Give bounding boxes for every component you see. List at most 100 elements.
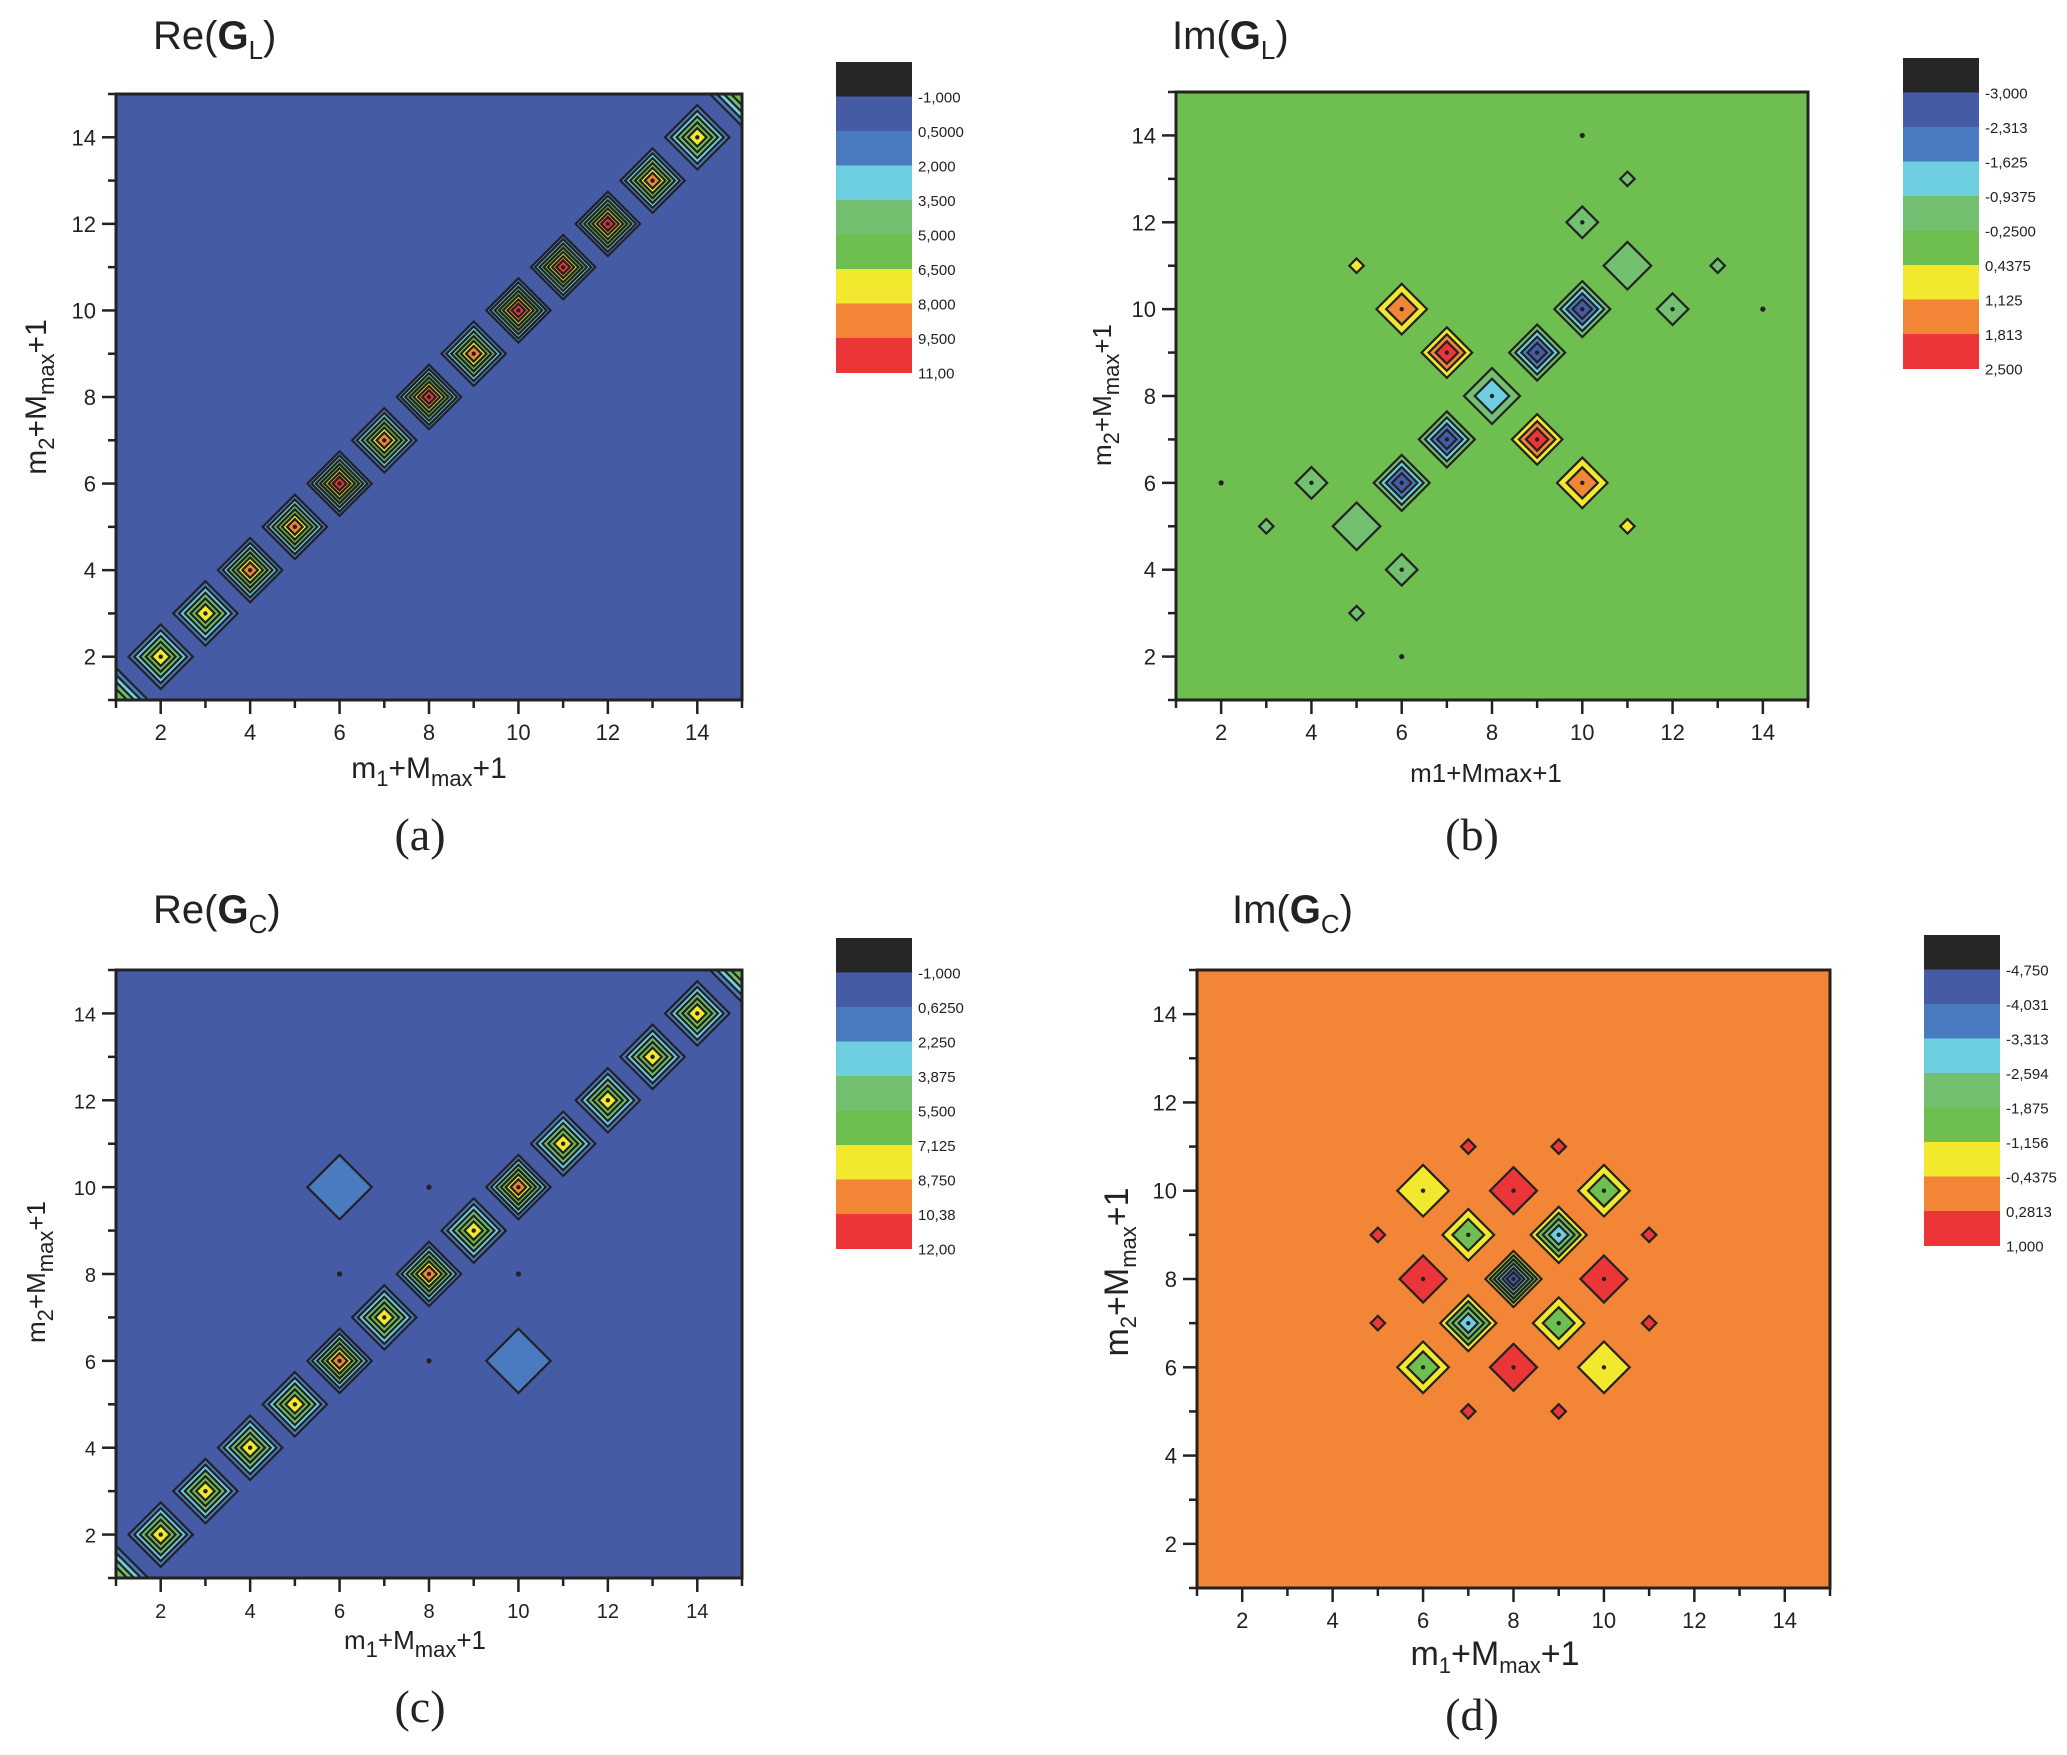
contour-feature [1531, 1295, 1587, 1351]
y-tick-label: 6 [85, 1352, 96, 1374]
contour-center-point [292, 524, 298, 530]
contour-layer [1369, 1137, 1658, 1421]
x-tick-label: 12 [1660, 720, 1684, 745]
contour-center-point [1489, 393, 1495, 399]
colorbar-label: 5,500 [918, 1104, 956, 1121]
contour-ring [1347, 604, 1366, 622]
x-tick-label: 14 [1751, 720, 1775, 745]
contour-feature [618, 1023, 687, 1091]
contour-center-point [1399, 567, 1404, 572]
colorbar-label: 2,500 [1985, 362, 2023, 379]
colorbar-label: -1,156 [2006, 1135, 2049, 1152]
colorbar-label: 2,250 [918, 1035, 956, 1052]
contour-ring [1640, 1226, 1658, 1244]
contour-feature [1576, 1339, 1632, 1395]
contour-center-point [1511, 1188, 1516, 1193]
y-tick-label: 4 [1144, 558, 1156, 583]
colorbar-swatch [836, 338, 912, 373]
contour-feature [1420, 325, 1474, 380]
contour-center-point [1556, 1320, 1561, 1326]
chart-panel-c: 2 4 6 8 10 12 14 2 4 6 8 10 12 14 -1,000 0,6250 2,250 3,8… [74, 938, 964, 1623]
colorbar-label: -1,000 [918, 90, 961, 107]
contour-center-point [605, 221, 611, 227]
contour-feature [171, 579, 240, 648]
y-tick-label: 14 [1153, 1002, 1177, 1027]
contour-center-point [247, 567, 253, 573]
contour-feature [708, 94, 742, 128]
contour-center-point [560, 1141, 566, 1146]
y-tick-label: 12 [1153, 1090, 1177, 1115]
x-tick-label: 6 [333, 720, 345, 745]
y-tick-label: 2 [1165, 1532, 1177, 1557]
colorbar-label: 6,500 [918, 262, 956, 279]
contour-ring [305, 1153, 374, 1221]
contour-feature [1549, 1137, 1568, 1156]
y-tick-label: 2 [1144, 645, 1156, 670]
contour-center-point [605, 1098, 611, 1103]
contour-feature [261, 493, 329, 561]
contour-point [1218, 480, 1224, 486]
colorbar: -3,000 -2,313 -1,625 -0,9375 -0,2500 0,4375 1,… [1903, 58, 2036, 379]
y-tick-label: 10 [1153, 1179, 1177, 1204]
contour-center-point [1580, 306, 1585, 312]
contour-feature [126, 622, 195, 691]
contour-center-point [1399, 480, 1404, 486]
x-tick-label: 2 [155, 1601, 166, 1623]
colorbar-label: 1,125 [1985, 293, 2023, 310]
contour-feature [1331, 500, 1382, 552]
colorbar-label: 1,813 [1985, 327, 2023, 344]
x-tick-label: 12 [1682, 1608, 1706, 1633]
contour-center-point [1556, 1232, 1561, 1238]
colorbar-label: 0,5000 [918, 124, 964, 141]
contour-feature [574, 190, 642, 258]
contour-feature [484, 1153, 553, 1221]
colorbar-label: 1,000 [2006, 1239, 2044, 1256]
colorbar-swatch [836, 1041, 912, 1077]
colorbar-swatch [836, 96, 912, 132]
contour-feature [1417, 409, 1477, 469]
contour-feature [439, 319, 508, 388]
y-tick-label: 2 [85, 1526, 96, 1548]
y-tick-label: 12 [1132, 210, 1156, 235]
panel-title: Re(GL) [153, 14, 277, 65]
x-tick-label: 8 [1486, 720, 1498, 745]
contour-center-point [292, 1402, 298, 1407]
colorbar-swatch [836, 1214, 912, 1249]
contour-center-point [695, 135, 700, 140]
x-tick-label: 4 [1327, 1608, 1339, 1633]
x-tick-label: 4 [245, 1601, 256, 1623]
contour-feature [1369, 1314, 1387, 1332]
contour-ring [1459, 1402, 1478, 1421]
colorbar-label: 12,00 [918, 1242, 956, 1259]
colorbar-label: 9,500 [918, 331, 956, 348]
contour-center-point [1601, 1276, 1607, 1282]
y-tick-label: 12 [72, 212, 96, 237]
y-axis-label: m2+Mmax+1 [20, 319, 59, 475]
y-tick-label: 4 [85, 1439, 96, 1461]
contour-center-point [337, 481, 342, 486]
contour-feature [1640, 1314, 1658, 1332]
colorbar-label: -0,9375 [1985, 189, 2036, 206]
colorbar-swatch [836, 200, 912, 235]
panel-caption: (a) [394, 809, 446, 860]
colorbar-swatch [1903, 230, 1979, 266]
contour-feature [305, 1153, 374, 1221]
panel-title: Im(GL) [1172, 14, 1289, 65]
contour-ring [116, 687, 129, 700]
colorbar-swatch [836, 1145, 912, 1180]
contour-ring [1708, 256, 1727, 275]
colorbar-swatch [1924, 1142, 2000, 1177]
colorbar-swatch [1924, 1211, 2000, 1246]
contour-center-point [247, 1445, 253, 1450]
x-tick-label: 8 [423, 1601, 434, 1623]
contour-ring [1549, 1402, 1568, 1421]
x-tick-label: 10 [1592, 1608, 1616, 1633]
contour-feature [1507, 323, 1567, 383]
contour-feature [1655, 291, 1690, 327]
contour-feature [116, 1544, 150, 1578]
contour-ring [1369, 1226, 1387, 1244]
panel-caption: (b) [1445, 809, 1499, 860]
contour-feature [216, 1413, 284, 1482]
y-tick-label: 14 [72, 125, 96, 150]
contour-center-point [560, 264, 566, 270]
